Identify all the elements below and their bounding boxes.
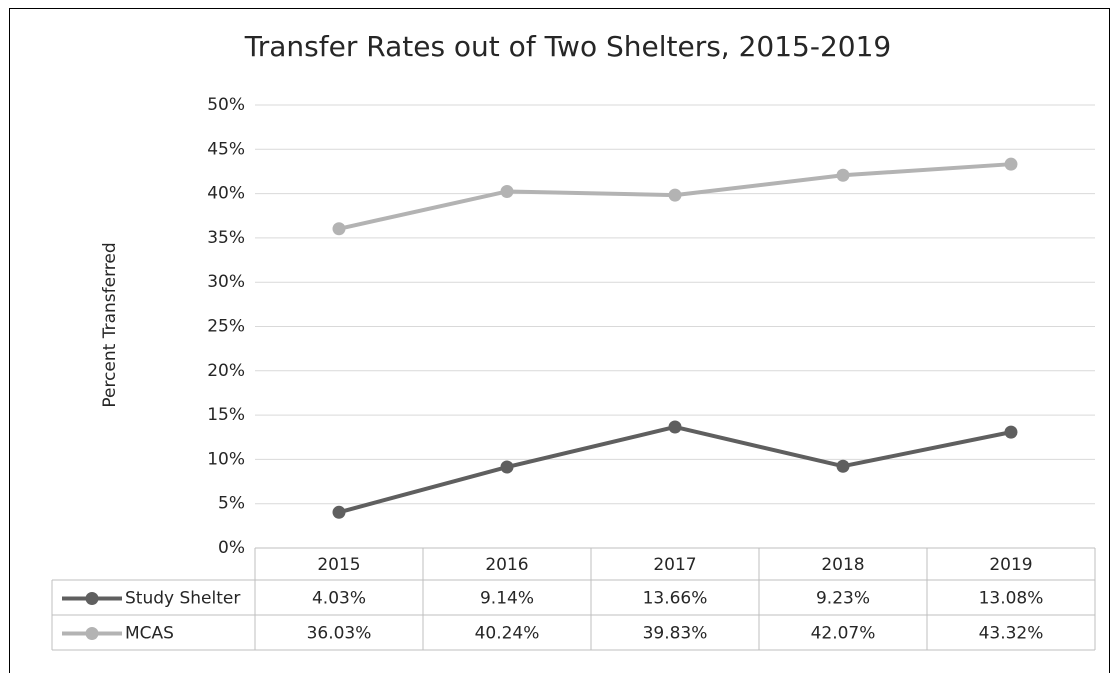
data-point — [500, 184, 514, 198]
chart-border — [9, 8, 1110, 673]
data-point — [332, 505, 346, 519]
table-value: 40.24% — [475, 624, 540, 644]
legend-marker — [85, 592, 99, 605]
y-tick-label: 35% — [207, 228, 245, 248]
x-tick-label: 2015 — [317, 555, 360, 575]
legend-label: MCAS — [125, 624, 174, 644]
data-point — [836, 168, 850, 182]
table-value: 42.07% — [811, 624, 876, 644]
y-tick-label: 50% — [207, 95, 245, 115]
data-point — [668, 188, 682, 202]
x-tick-label: 2019 — [989, 555, 1032, 575]
data-point — [1004, 425, 1018, 439]
table-value: 13.66% — [643, 589, 708, 609]
y-tick-label: 5% — [218, 494, 245, 514]
data-point — [1004, 157, 1018, 171]
table-value: 36.03% — [307, 624, 372, 644]
data-point — [332, 222, 346, 236]
y-tick-label: 15% — [207, 405, 245, 425]
table-value: 9.23% — [816, 589, 870, 609]
table-value: 43.32% — [979, 624, 1044, 644]
data-point — [500, 460, 514, 474]
table-value: 13.08% — [979, 589, 1044, 609]
table-value: 39.83% — [643, 624, 708, 644]
y-tick-label: 25% — [207, 317, 245, 337]
y-tick-label: 0% — [218, 538, 245, 558]
y-tick-label: 10% — [207, 449, 245, 469]
data-point — [836, 459, 850, 473]
y-tick-label: 40% — [207, 184, 245, 204]
data-point — [668, 420, 682, 434]
legend-label: Study Shelter — [125, 589, 240, 609]
table-value: 4.03% — [312, 589, 366, 609]
x-tick-label: 2017 — [653, 555, 696, 575]
y-tick-label: 45% — [207, 139, 245, 159]
series-line — [338, 424, 1012, 515]
x-tick-label: 2018 — [821, 555, 864, 575]
y-tick-label: 20% — [207, 361, 245, 381]
y-tick-label: 30% — [207, 272, 245, 292]
chart-title: Transfer Rates out of Two Shelters, 2015… — [244, 30, 891, 63]
y-axis-label: Percent Transferred — [100, 242, 120, 407]
legend-marker — [85, 627, 99, 640]
x-tick-label: 2016 — [485, 555, 528, 575]
table-value: 9.14% — [480, 589, 534, 609]
